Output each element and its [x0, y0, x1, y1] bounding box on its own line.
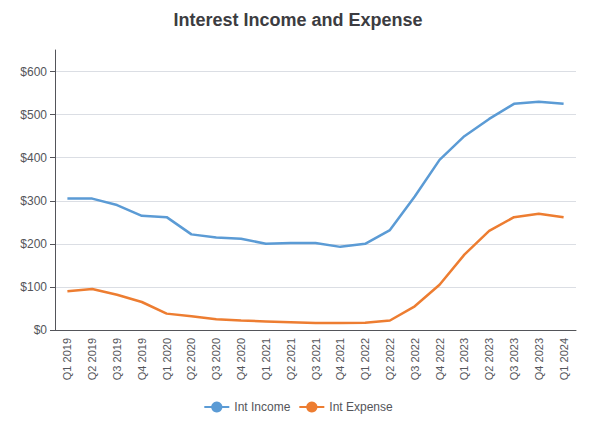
svg-text:Q4 2020: Q4 2020	[235, 338, 247, 380]
svg-text:Q4 2021: Q4 2021	[334, 338, 346, 380]
svg-text:Q2 2023: Q2 2023	[483, 338, 495, 380]
svg-text:Q1 2024: Q1 2024	[558, 338, 570, 380]
svg-text:Q4 2022: Q4 2022	[434, 338, 446, 380]
svg-text:$300: $300	[20, 194, 47, 208]
svg-text:$500: $500	[20, 108, 47, 122]
svg-text:$600: $600	[20, 65, 47, 79]
svg-text:Q1 2023: Q1 2023	[458, 338, 470, 380]
svg-text:Q4 2023: Q4 2023	[533, 338, 545, 380]
svg-text:Q3 2022: Q3 2022	[409, 338, 421, 380]
svg-text:Q1 2021: Q1 2021	[260, 338, 272, 380]
svg-text:Q1 2020: Q1 2020	[161, 338, 173, 380]
svg-text:Q1 2022: Q1 2022	[359, 338, 371, 380]
svg-text:Q2 2022: Q2 2022	[384, 338, 396, 380]
svg-text:Q2 2020: Q2 2020	[185, 338, 197, 380]
svg-text:Int Income: Int Income	[234, 400, 290, 414]
svg-text:Q3 2020: Q3 2020	[210, 338, 222, 380]
svg-text:Q3 2023: Q3 2023	[508, 338, 520, 380]
svg-text:Int Expense: Int Expense	[329, 400, 393, 414]
svg-text:Q3 2019: Q3 2019	[111, 338, 123, 380]
svg-text:Q3 2021: Q3 2021	[310, 338, 322, 380]
svg-text:Q2 2019: Q2 2019	[86, 338, 98, 380]
svg-text:Q2 2021: Q2 2021	[285, 338, 297, 380]
svg-text:Interest Income and Expense: Interest Income and Expense	[173, 10, 422, 30]
svg-text:$100: $100	[20, 280, 47, 294]
svg-text:$0: $0	[34, 323, 48, 337]
svg-text:$200: $200	[20, 237, 47, 251]
svg-text:Q1 2019: Q1 2019	[61, 338, 73, 380]
svg-text:Q4 2019: Q4 2019	[136, 338, 148, 380]
svg-text:$400: $400	[20, 151, 47, 165]
